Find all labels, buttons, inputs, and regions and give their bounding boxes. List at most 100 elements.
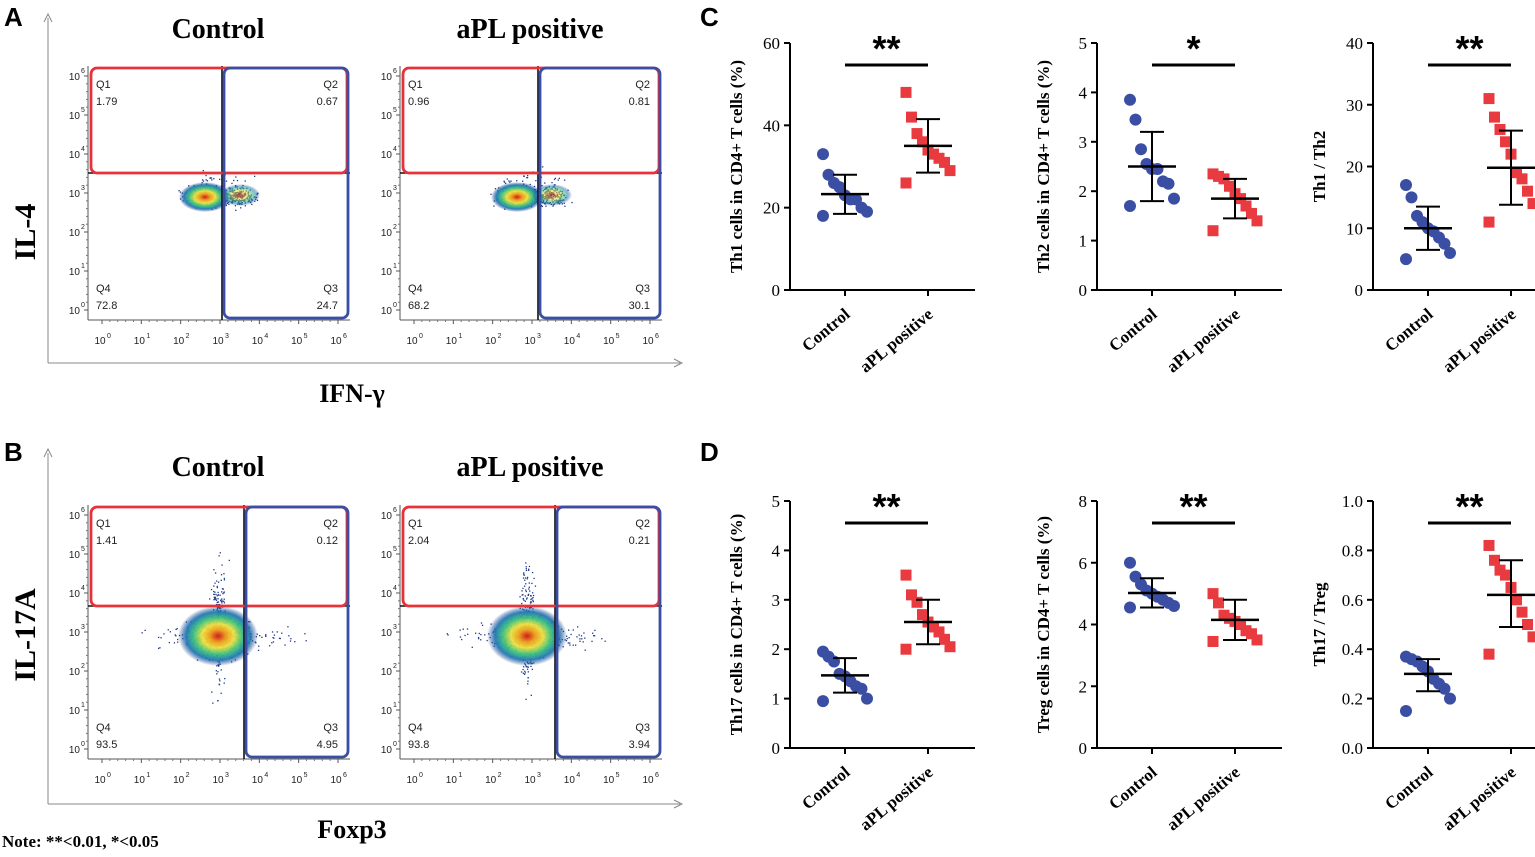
data-point — [1522, 619, 1533, 630]
flow-event-dot — [572, 644, 574, 646]
quadrant-q1-value: 2.04 — [408, 535, 429, 547]
flow-event-dot — [462, 628, 464, 630]
significance-stars: ** — [872, 486, 900, 527]
flow-event-dot — [527, 666, 529, 668]
chart-y-tick-label: 0.8 — [1342, 541, 1363, 560]
flow-event-dot — [235, 176, 237, 178]
flow-y-tick-exp: 0 — [81, 302, 85, 309]
flow-x-tick-exp: 4 — [264, 333, 268, 340]
chart-y-tick-label: 40 — [1346, 34, 1363, 53]
flow-x-tick-label: 10 — [524, 775, 536, 786]
quadrant-q2-value: 0.12 — [317, 535, 338, 547]
flow-event-dot — [305, 640, 307, 642]
flow-event-dot — [526, 578, 528, 580]
flow-event-dot — [228, 203, 230, 206]
chart-y-tick-label: 5 — [1079, 34, 1088, 53]
quadrant-q2-name: Q2 — [323, 518, 338, 530]
flow-event-dot — [572, 629, 574, 631]
flow-x-tick-label: 10 — [406, 775, 418, 786]
chart-y-tick-label: 1 — [772, 690, 781, 709]
flow-event-dot — [509, 181, 511, 183]
flow-event-dot — [217, 598, 219, 600]
flow-event-dot — [222, 588, 224, 590]
flow-event-dot — [215, 599, 218, 601]
flow-x-tick-exp: 0 — [107, 772, 111, 779]
flow-event-dot — [276, 631, 278, 633]
data-point — [1213, 597, 1224, 609]
flow-y-tick-label: 10 — [69, 706, 81, 717]
flow-y-tick-label: 10 — [381, 745, 393, 756]
flow-event-dot — [520, 671, 523, 673]
quadrant-q2-value: 0.67 — [317, 96, 338, 108]
flow-event-dot — [530, 665, 532, 668]
flow-event-dot — [272, 641, 275, 643]
flow-event-dot — [523, 599, 525, 602]
flow-x-tick-exp: 0 — [419, 772, 423, 779]
flow-event-dot — [216, 580, 218, 582]
flow-y-tick-label: 10 — [381, 628, 393, 639]
flow-x-tick-exp: 3 — [225, 333, 229, 340]
chart-y-tick-label: 20 — [763, 199, 780, 218]
flow-event-dot — [508, 180, 510, 182]
flow-event-dot — [523, 574, 525, 576]
flow-x-tick-label: 10 — [330, 775, 342, 786]
flow-event-dot — [531, 598, 533, 600]
data-point — [1207, 225, 1219, 237]
quadrant-q2-name: Q2 — [323, 79, 338, 91]
data-point — [1438, 237, 1451, 250]
chart-y-tick-label: 0 — [1355, 281, 1364, 300]
flow-event-dot — [221, 588, 224, 590]
data-point — [900, 177, 912, 189]
flow-x-tick-label: 10 — [642, 775, 654, 786]
flow-event-dot — [157, 636, 160, 639]
flow-event-dot — [218, 678, 221, 680]
data-point — [1240, 200, 1252, 212]
flow-event-dot — [583, 632, 585, 634]
flow-event-dot — [220, 669, 222, 671]
flow-event-dot — [558, 177, 561, 180]
data-point — [1151, 162, 1164, 175]
flow-event-dot — [202, 180, 205, 182]
data-point — [1511, 167, 1522, 179]
flow-event-dot — [218, 555, 220, 557]
panel-letter-d: D — [700, 437, 719, 467]
flow-event-dot — [480, 639, 482, 641]
flow-x-tick-label: 10 — [212, 775, 224, 786]
flow-event-dot — [216, 586, 218, 589]
chart-c3: 0 10 20 30 40 Th1 / Th2 Control aPL positive ** — [1310, 28, 1535, 376]
flow-x-tick-label: 10 — [446, 775, 458, 786]
data-point — [1483, 539, 1495, 551]
flow-event-dot — [289, 640, 292, 642]
flow-y-tick-exp: 4 — [81, 585, 85, 592]
chart-x-tick-label: Control — [1381, 304, 1437, 355]
flow-event-dot — [235, 209, 237, 211]
flow-event-dot — [265, 635, 267, 638]
flow-event-dot — [261, 636, 263, 638]
chart-y-tick-label: 1.0 — [1342, 492, 1363, 511]
flow-event-dot — [144, 629, 146, 632]
series-apl-positive — [1483, 93, 1535, 228]
flow-event-dot — [525, 566, 527, 568]
flow-x-tick-label: 10 — [291, 775, 303, 786]
chart-y-label: Th17 / Treg — [1310, 582, 1329, 667]
quadrant-q1-name: Q1 — [96, 79, 111, 91]
flow-event-dot — [531, 582, 533, 585]
flow-event-dot — [532, 594, 535, 597]
flow-y-tick-exp: 2 — [393, 224, 397, 231]
flow-event-dot — [223, 591, 225, 593]
flow-event-dot — [523, 175, 525, 177]
flow-event-dot — [217, 699, 219, 702]
flow-event-dot — [221, 564, 223, 566]
flow-event-dot — [525, 698, 527, 700]
chart-y-label: Th17 cells in CD4+ T cells (%) — [727, 514, 746, 736]
flow-event-dot — [205, 174, 207, 177]
data-point — [817, 695, 829, 708]
flow-event-dot — [220, 574, 223, 576]
chart-y-tick-label: 1 — [1079, 232, 1088, 251]
flow-x-tick-exp: 6 — [343, 333, 347, 340]
chart-y-label: Th2 cells in CD4+ T cells (%) — [1034, 60, 1053, 273]
chart-c2: 0 1 2 3 4 5 Th2 cells in CD4+ T cells (%) Contr… — [1034, 28, 1282, 376]
flow-event-dot — [478, 637, 480, 640]
flow-gate-blue — [555, 505, 662, 759]
flow-event-dot — [271, 642, 273, 644]
